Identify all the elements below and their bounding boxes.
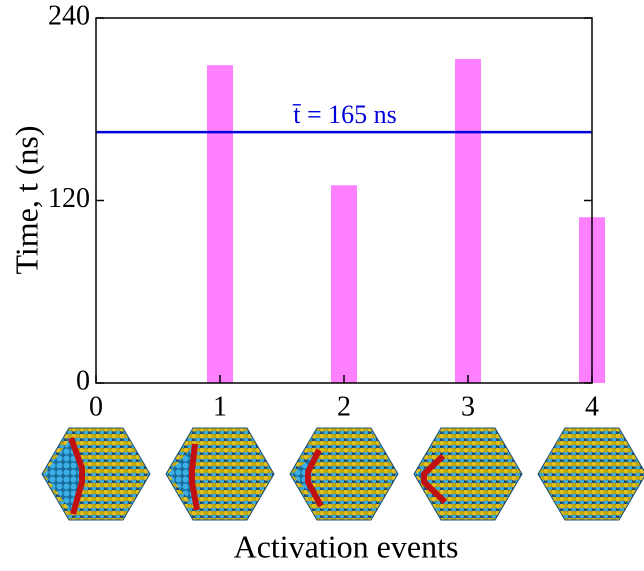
x-tick-label: 3 (461, 391, 475, 422)
page: {"chart_data": {"type": "bar", "y_label"… (0, 0, 644, 571)
bar (207, 65, 233, 383)
x-tick-label: 2 (337, 391, 351, 422)
x-tick-label: 4 (585, 391, 599, 422)
bar (331, 185, 357, 383)
mean-annotation: t̄ = 165 ns (293, 100, 397, 129)
cluster-images (42, 428, 644, 520)
y-tick-label: 120 (48, 183, 90, 214)
cluster-hexagon (414, 428, 522, 520)
x-tick-label: 1 (213, 391, 227, 422)
bar (455, 59, 481, 383)
x-axis-label: Activation events (234, 528, 459, 564)
chart: Activation events Time, t (ns) t̄ = 165 … (0, 0, 644, 571)
y-tick-label: 0 (76, 365, 90, 396)
x-tick-label: 0 (89, 391, 103, 422)
y-axis-label: Time, t (ns) (8, 125, 44, 274)
cluster-hexagon (538, 428, 644, 520)
y-tick-label: 240 (48, 0, 90, 31)
